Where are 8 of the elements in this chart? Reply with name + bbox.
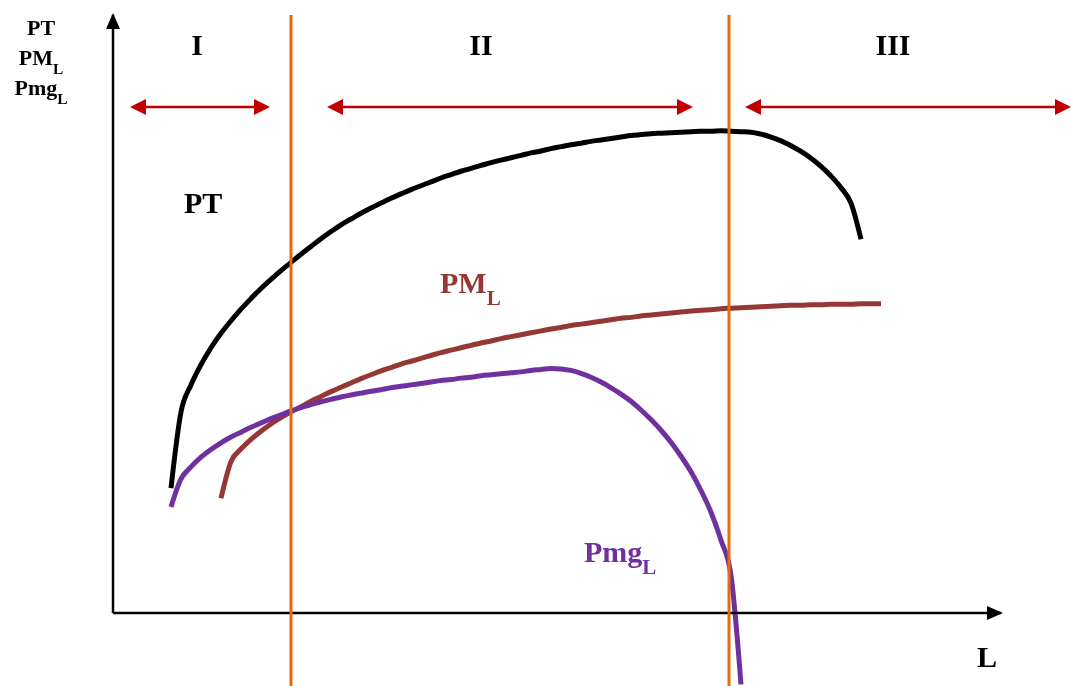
y-axis-title: PT PM$_{L}$ Pmg$_{L}$: [14, 15, 68, 107]
text: II: [469, 28, 493, 61]
x-axis-title: L: [976, 640, 998, 673]
text: III: [875, 28, 911, 61]
series-label: PM$_{L}$: [440, 266, 501, 310]
series-label: Pmg$_{L}$: [584, 535, 657, 579]
text: I: [191, 28, 203, 61]
text: PT: [184, 186, 223, 219]
